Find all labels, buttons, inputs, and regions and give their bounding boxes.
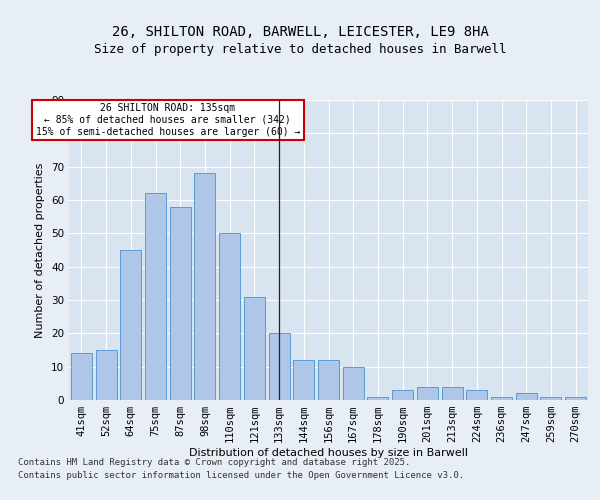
Y-axis label: Number of detached properties: Number of detached properties	[35, 162, 46, 338]
Bar	[120, 250, 141, 400]
Bar	[417, 386, 438, 400]
Bar	[170, 206, 191, 400]
Bar	[269, 334, 290, 400]
Bar	[194, 174, 215, 400]
Bar	[466, 390, 487, 400]
Bar	[516, 394, 537, 400]
Text: 26 SHILTON ROAD: 135sqm
← 85% of detached houses are smaller (342)
15% of semi-d: 26 SHILTON ROAD: 135sqm ← 85% of detache…	[35, 104, 300, 136]
Text: 26, SHILTON ROAD, BARWELL, LEICESTER, LE9 8HA: 26, SHILTON ROAD, BARWELL, LEICESTER, LE…	[112, 26, 488, 40]
Text: Contains HM Land Registry data © Crown copyright and database right 2025.: Contains HM Land Registry data © Crown c…	[18, 458, 410, 467]
Bar	[244, 296, 265, 400]
Text: Contains public sector information licensed under the Open Government Licence v3: Contains public sector information licen…	[18, 472, 464, 480]
Bar	[318, 360, 339, 400]
Bar	[145, 194, 166, 400]
Bar	[367, 396, 388, 400]
Bar	[219, 234, 240, 400]
X-axis label: Distribution of detached houses by size in Barwell: Distribution of detached houses by size …	[189, 448, 468, 458]
Bar	[565, 396, 586, 400]
Bar	[541, 396, 562, 400]
Bar	[392, 390, 413, 400]
Bar	[442, 386, 463, 400]
Bar	[293, 360, 314, 400]
Bar	[343, 366, 364, 400]
Bar	[71, 354, 92, 400]
Text: Size of property relative to detached houses in Barwell: Size of property relative to detached ho…	[94, 44, 506, 57]
Bar	[95, 350, 116, 400]
Bar	[491, 396, 512, 400]
